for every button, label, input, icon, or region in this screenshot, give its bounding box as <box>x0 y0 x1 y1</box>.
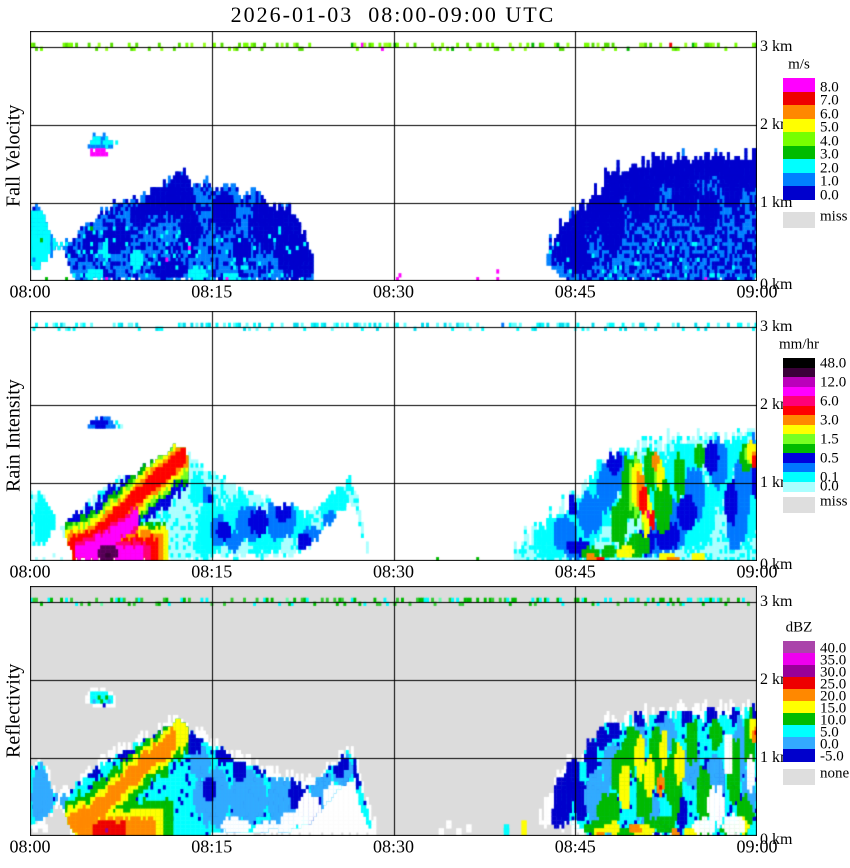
legend-value-label: 35.0 <box>820 652 847 669</box>
legend-value-label: 0.5 <box>820 450 839 466</box>
legend-missing-label: miss <box>820 208 848 225</box>
legend-missing-label: none <box>820 765 850 782</box>
legend-value-label: 0.1 <box>820 469 839 485</box>
legend-swatch <box>783 737 815 750</box>
y-axis-title-reflectivity: Reflectivity <box>2 663 25 759</box>
x-tick-label: 08:00 <box>9 281 51 302</box>
y-axis-title-rain-intensity: Rain Intensity <box>2 379 25 493</box>
x-tick-label: 09:00 <box>736 281 778 302</box>
legend-value-label: 0.0 <box>820 736 839 753</box>
x-tick-label: 08:00 <box>9 561 51 582</box>
legend-value-label: 20.0 <box>820 688 847 705</box>
legend-swatch <box>783 725 815 738</box>
legend-value-label: 10.0 <box>820 712 847 729</box>
legend-swatch <box>783 481 815 492</box>
legend-value-label: 0.0 <box>820 187 839 203</box>
x-tick-label: 08:30 <box>372 836 415 857</box>
legend-value-label: 1.5 <box>820 431 839 447</box>
legend-value-label: 3.0 <box>820 412 839 428</box>
x-tick-label: 09:00 <box>736 561 778 582</box>
heatmap-reflectivity <box>30 586 757 836</box>
legend-swatch <box>783 172 815 187</box>
legend-value-label: 8.0 <box>820 79 839 95</box>
y-tick-label: 0 km <box>760 276 793 293</box>
legend-value-label: 40.0 <box>820 640 847 657</box>
legend-swatch <box>783 377 815 387</box>
legend-value-label: 25.0 <box>820 676 847 693</box>
legend-value-label: 15.0 <box>820 700 847 717</box>
x-tick-label: 08:00 <box>9 836 51 857</box>
legend-swatch <box>783 443 815 454</box>
legend-swatch <box>783 434 815 444</box>
y-tick-label: 3 km <box>760 317 793 335</box>
legend-value-label: 0.0 <box>820 478 839 495</box>
legend-value-label: -5.0 <box>820 748 844 765</box>
x-tick-label: 08:15 <box>191 561 233 582</box>
legend-value-label: 48.0 <box>820 355 847 371</box>
legend-swatch <box>783 713 815 726</box>
x-tick-label: 08:30 <box>372 281 415 302</box>
heatmap-fall-velocity <box>30 31 757 281</box>
y-tick-label: 3 km <box>760 592 793 610</box>
x-tick-label: 08:30 <box>372 561 415 582</box>
legend-value-label: 12.0 <box>820 374 847 390</box>
legend-title-mmhr: mm/hr <box>779 336 819 353</box>
legend-swatch <box>783 415 815 425</box>
legend-swatch <box>783 159 815 173</box>
x-tick-label: 08:45 <box>554 561 596 582</box>
x-tick-label: 08:45 <box>554 836 596 857</box>
legend-swatch <box>783 665 815 678</box>
legend-swatch <box>783 701 815 714</box>
legend-swatch <box>783 91 815 106</box>
y-axis-title-fall-velocity: Fall Velocity <box>2 104 25 208</box>
legend-swatch <box>783 367 815 378</box>
legend-missing-swatch <box>783 769 815 785</box>
x-tick-label: 09:00 <box>736 836 778 857</box>
legend-swatch <box>783 472 815 482</box>
legend-value-label: 6.0 <box>820 393 839 409</box>
legend-swatch <box>783 78 815 92</box>
legend-value-label: 3.0 <box>820 146 839 163</box>
legend-missing-swatch <box>783 497 815 513</box>
heatmap-rain-intensity <box>30 311 757 561</box>
legend-value-label: 2.0 <box>820 160 839 176</box>
legend-swatch <box>783 405 815 416</box>
legend-swatch <box>783 677 815 690</box>
legend-swatch <box>783 386 815 397</box>
legend-swatch <box>783 396 815 406</box>
legend-swatch <box>783 641 815 654</box>
legend-value-label: 7.0 <box>820 92 839 109</box>
legend-value-label: 1.0 <box>820 173 839 190</box>
legend-swatch <box>783 653 815 666</box>
legend-swatch <box>783 462 815 473</box>
legend-value-label: 6.0 <box>820 106 839 122</box>
legend-swatch <box>783 424 815 435</box>
legend-missing-swatch <box>783 212 815 228</box>
legend-value-label: 4.0 <box>820 133 839 149</box>
legend-swatch <box>783 186 815 200</box>
legend-swatch <box>783 358 815 368</box>
x-tick-label: 08:15 <box>191 281 233 302</box>
legend-swatch <box>783 132 815 146</box>
y-tick-label: 0 km <box>760 556 793 573</box>
legend-swatch <box>783 118 815 133</box>
x-tick-label: 08:45 <box>554 281 596 302</box>
legend-swatch <box>783 749 815 762</box>
legend-swatch <box>783 453 815 463</box>
legend-swatch <box>783 689 815 702</box>
legend-title-ms: m/s <box>788 56 810 73</box>
legend-value-label: 5.0 <box>820 724 839 741</box>
legend-title-dBZ: dBZ <box>785 619 813 636</box>
legend-swatch <box>783 145 815 160</box>
y-tick-label: 3 km <box>760 37 793 55</box>
legend-swatch <box>783 105 815 119</box>
legend-value-label: 5.0 <box>820 119 839 136</box>
x-tick-label: 08:15 <box>191 836 233 857</box>
page-title: 2026-01-03 08:00-09:00 UTC <box>230 2 556 27</box>
y-tick-label: 0 km <box>760 831 793 848</box>
legend-missing-label: miss <box>820 493 848 510</box>
legend-value-label: 30.0 <box>820 664 847 681</box>
